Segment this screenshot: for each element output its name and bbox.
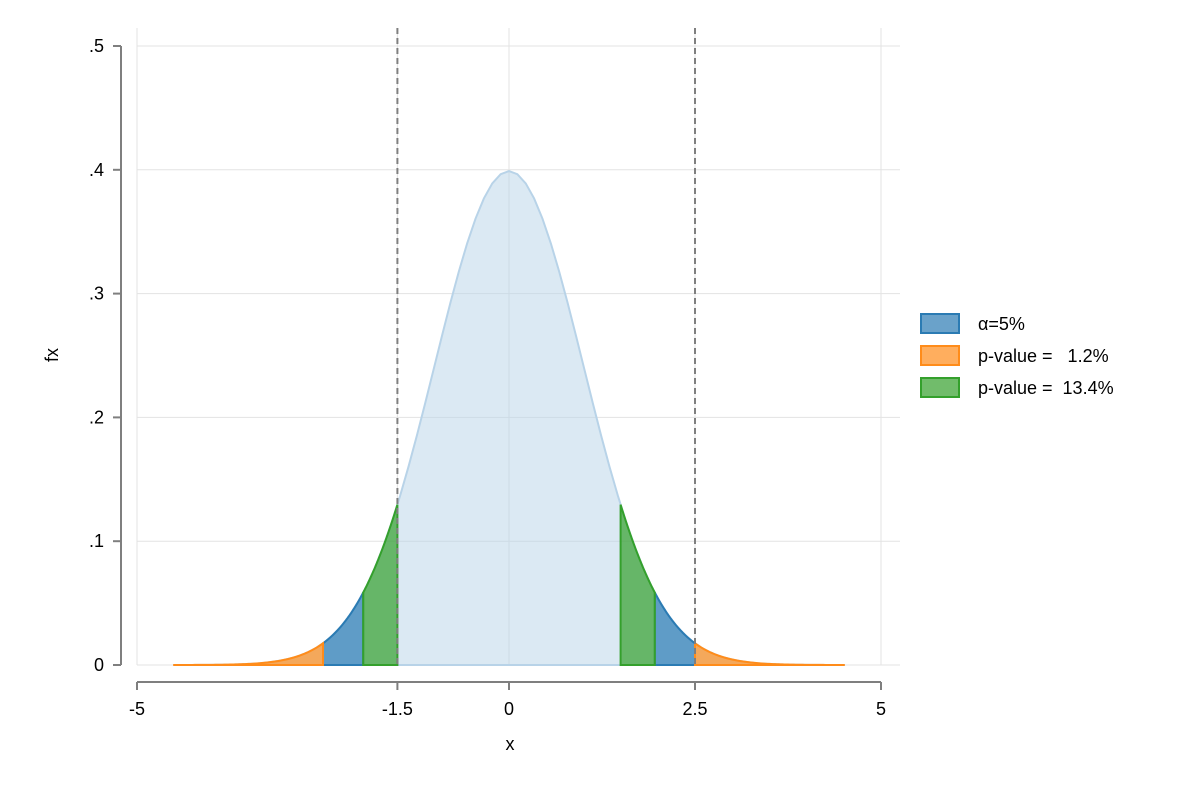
region-series-2-0: [362, 504, 399, 666]
y-axis-title: fx: [42, 348, 62, 362]
region-series-1-0: [173, 641, 324, 666]
y-tick-label-1: .1: [89, 531, 104, 551]
x-tick-label-0: -5: [129, 699, 145, 719]
x-axis-title: x: [506, 734, 515, 754]
legend-swatch-0: [920, 313, 960, 334]
axes: 0 .1 .2 .3 .4 .5 -5 -1.5 0 2.5 5: [89, 36, 886, 719]
legend-swatch-1: [920, 345, 960, 366]
density-area: [173, 170, 845, 666]
region-series-2-1: [619, 504, 656, 666]
y-tick-label-2: .2: [89, 407, 104, 427]
reference-lines: [396, 28, 696, 665]
region-series-0-0: [322, 592, 365, 666]
region-series-0-1: [653, 592, 696, 666]
x-tick-label-4: 5: [876, 699, 886, 719]
legend-label-2: p-value = 13.4%: [978, 378, 1114, 398]
legend-label-0: α=5%: [978, 314, 1025, 334]
y-tick-label-4: .4: [89, 160, 104, 180]
density-areas: [173, 170, 845, 666]
x-tick-label-2: 0: [504, 699, 514, 719]
legend-swatch-2: [920, 377, 960, 398]
y-tick-label-0: 0: [94, 655, 104, 675]
x-tick-label-1: -1.5: [382, 699, 413, 719]
y-tick-label-5: .5: [89, 36, 104, 56]
x-tick-label-3: 2.5: [682, 699, 707, 719]
y-tick-label-3: .3: [89, 284, 104, 304]
legend: α=5% p-value = 1.2% p-value = 13.4%: [920, 313, 1114, 398]
legend-label-1: p-value = 1.2%: [978, 346, 1109, 366]
region-series-1-1: [694, 641, 845, 666]
